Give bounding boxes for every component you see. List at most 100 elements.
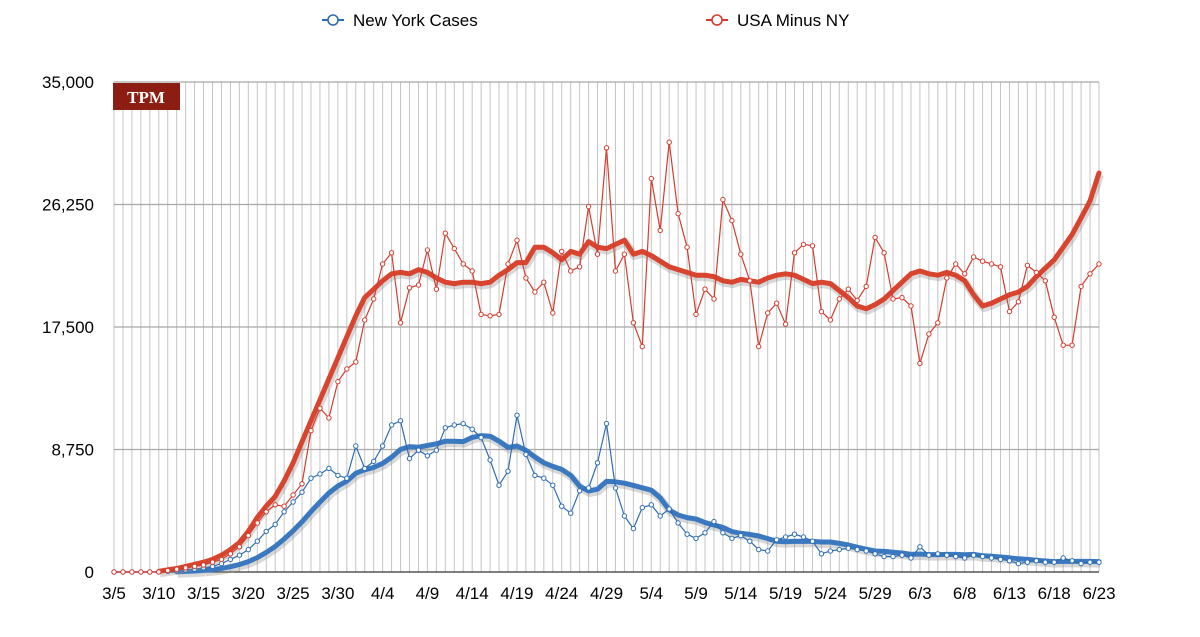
series-0-point-108 bbox=[1078, 560, 1084, 567]
x-tick-label-0: 3/5 bbox=[102, 584, 126, 603]
series-1-point-4 bbox=[147, 569, 153, 575]
series-1-point-31 bbox=[388, 250, 395, 256]
series-1-point-48 bbox=[541, 279, 547, 285]
series-1-point-25 bbox=[335, 378, 341, 385]
series-1-point-60 bbox=[648, 175, 654, 182]
legend-marker-usa bbox=[711, 14, 723, 26]
legend-item-usa-minus-ny[interactable]: USA Minus NY bbox=[706, 11, 849, 30]
series-1-point-28 bbox=[362, 317, 368, 323]
series-0-point-55 bbox=[603, 420, 610, 427]
series-0-point-74 bbox=[773, 537, 780, 543]
x-tick-label-20: 6/13 bbox=[993, 584, 1026, 603]
series-1-point-73 bbox=[765, 310, 771, 316]
horizontal-gridlines bbox=[114, 81, 1099, 573]
series-1-point-54 bbox=[594, 251, 601, 257]
series-1-point-106 bbox=[1060, 342, 1066, 348]
series-0-point-81 bbox=[836, 546, 842, 553]
series-0-point-95 bbox=[962, 555, 968, 561]
series-1-point-51 bbox=[568, 268, 574, 274]
series-1-point-57 bbox=[621, 251, 628, 257]
series-1-point-58 bbox=[630, 320, 637, 326]
series-1-point-12 bbox=[218, 556, 225, 563]
series-1-point-21 bbox=[299, 481, 305, 487]
tpm-badge-background bbox=[113, 83, 180, 110]
series-0-point-32 bbox=[397, 418, 404, 424]
series-0-point-92 bbox=[935, 551, 941, 557]
legend-item-new-york[interactable]: New York Cases bbox=[322, 11, 478, 30]
series-0-point-79 bbox=[818, 551, 825, 557]
series-0-point-68 bbox=[720, 530, 726, 536]
series-1-point-45 bbox=[514, 237, 520, 243]
legend: New York Cases USA Minus NY bbox=[322, 11, 849, 30]
series-1-point-23 bbox=[317, 405, 323, 411]
series-0-point-73 bbox=[765, 548, 771, 554]
series-1-point-2 bbox=[129, 569, 135, 575]
series-1-point-89 bbox=[908, 303, 914, 309]
series-1-point-71 bbox=[747, 278, 753, 284]
series-0-point-20 bbox=[290, 499, 296, 505]
series-1-point-5 bbox=[156, 569, 162, 575]
series-1-point-91 bbox=[926, 331, 932, 337]
series-0-point-89 bbox=[908, 555, 914, 561]
series-1-point-16 bbox=[254, 520, 260, 526]
series-1-point-74 bbox=[773, 300, 780, 306]
series-1-point-110 bbox=[1096, 261, 1102, 267]
series-1-point-101 bbox=[1015, 299, 1022, 305]
series-1-point-17 bbox=[263, 509, 269, 515]
series-1-point-7 bbox=[174, 566, 180, 572]
series-0-point-91 bbox=[926, 552, 932, 558]
x-tick-label-16: 5/24 bbox=[814, 584, 847, 603]
series-0-point-23 bbox=[317, 471, 323, 477]
series-1-point-1 bbox=[120, 569, 126, 575]
series-0-point-17 bbox=[263, 528, 269, 535]
series-0-point-18 bbox=[272, 521, 278, 528]
series-0-point-109 bbox=[1087, 559, 1093, 565]
series-0-point-44 bbox=[505, 468, 511, 474]
series-1-average-line bbox=[156, 170, 1102, 574]
series-1-point-38 bbox=[451, 245, 457, 252]
series-1-point-59 bbox=[639, 343, 645, 350]
series-0-point-93 bbox=[944, 552, 950, 558]
series-0-point-85 bbox=[872, 551, 878, 557]
series-1-point-19 bbox=[281, 503, 287, 509]
series-0-point-71 bbox=[747, 538, 753, 544]
series-1-point-80 bbox=[827, 317, 834, 323]
series-1-point-27 bbox=[353, 359, 359, 365]
series-1-point-68 bbox=[720, 196, 726, 203]
series-0-point-70 bbox=[738, 532, 744, 539]
y-tick-label-4: 35,000 bbox=[42, 73, 94, 92]
series-0-point-31 bbox=[388, 422, 395, 428]
series-1-point-46 bbox=[523, 275, 529, 281]
series-1-point-100 bbox=[1006, 308, 1013, 315]
series-1-point-81 bbox=[836, 296, 842, 302]
series-0-point-13 bbox=[227, 556, 234, 563]
series-0-point-36 bbox=[433, 447, 440, 453]
series-1-point-39 bbox=[460, 261, 466, 267]
series-0-point-37 bbox=[442, 425, 448, 431]
series-1-point-88 bbox=[899, 294, 905, 301]
series-0-point-88 bbox=[899, 552, 905, 558]
series-1-point-43 bbox=[496, 311, 502, 318]
x-tick-label-17: 5/29 bbox=[859, 584, 892, 603]
series-0-point-100 bbox=[1006, 558, 1013, 564]
series-1-point-84 bbox=[863, 283, 869, 290]
x-tick-label-22: 6/23 bbox=[1082, 584, 1115, 603]
series-1-point-93 bbox=[944, 275, 950, 281]
series-1-point-42 bbox=[487, 313, 493, 319]
series-0-point-24 bbox=[326, 465, 332, 472]
tpm-badge: TPM bbox=[113, 83, 180, 110]
series-1-point-94 bbox=[953, 261, 959, 267]
series-1-point-98 bbox=[988, 261, 995, 267]
series-1-point-90 bbox=[917, 360, 923, 367]
series-1-point-8 bbox=[182, 565, 189, 571]
series-1-point-92 bbox=[935, 320, 941, 326]
series-1-point-33 bbox=[406, 285, 413, 291]
series-0-point-42 bbox=[487, 457, 493, 463]
x-tick-label-13: 5/9 bbox=[684, 584, 708, 603]
series-0-point-56 bbox=[612, 485, 619, 491]
series-1-point-75 bbox=[782, 321, 789, 327]
series-0-point-90 bbox=[917, 544, 923, 550]
series-0-point-84 bbox=[863, 548, 869, 554]
series-1-point-66 bbox=[702, 286, 708, 292]
series-1-point-26 bbox=[344, 366, 350, 372]
